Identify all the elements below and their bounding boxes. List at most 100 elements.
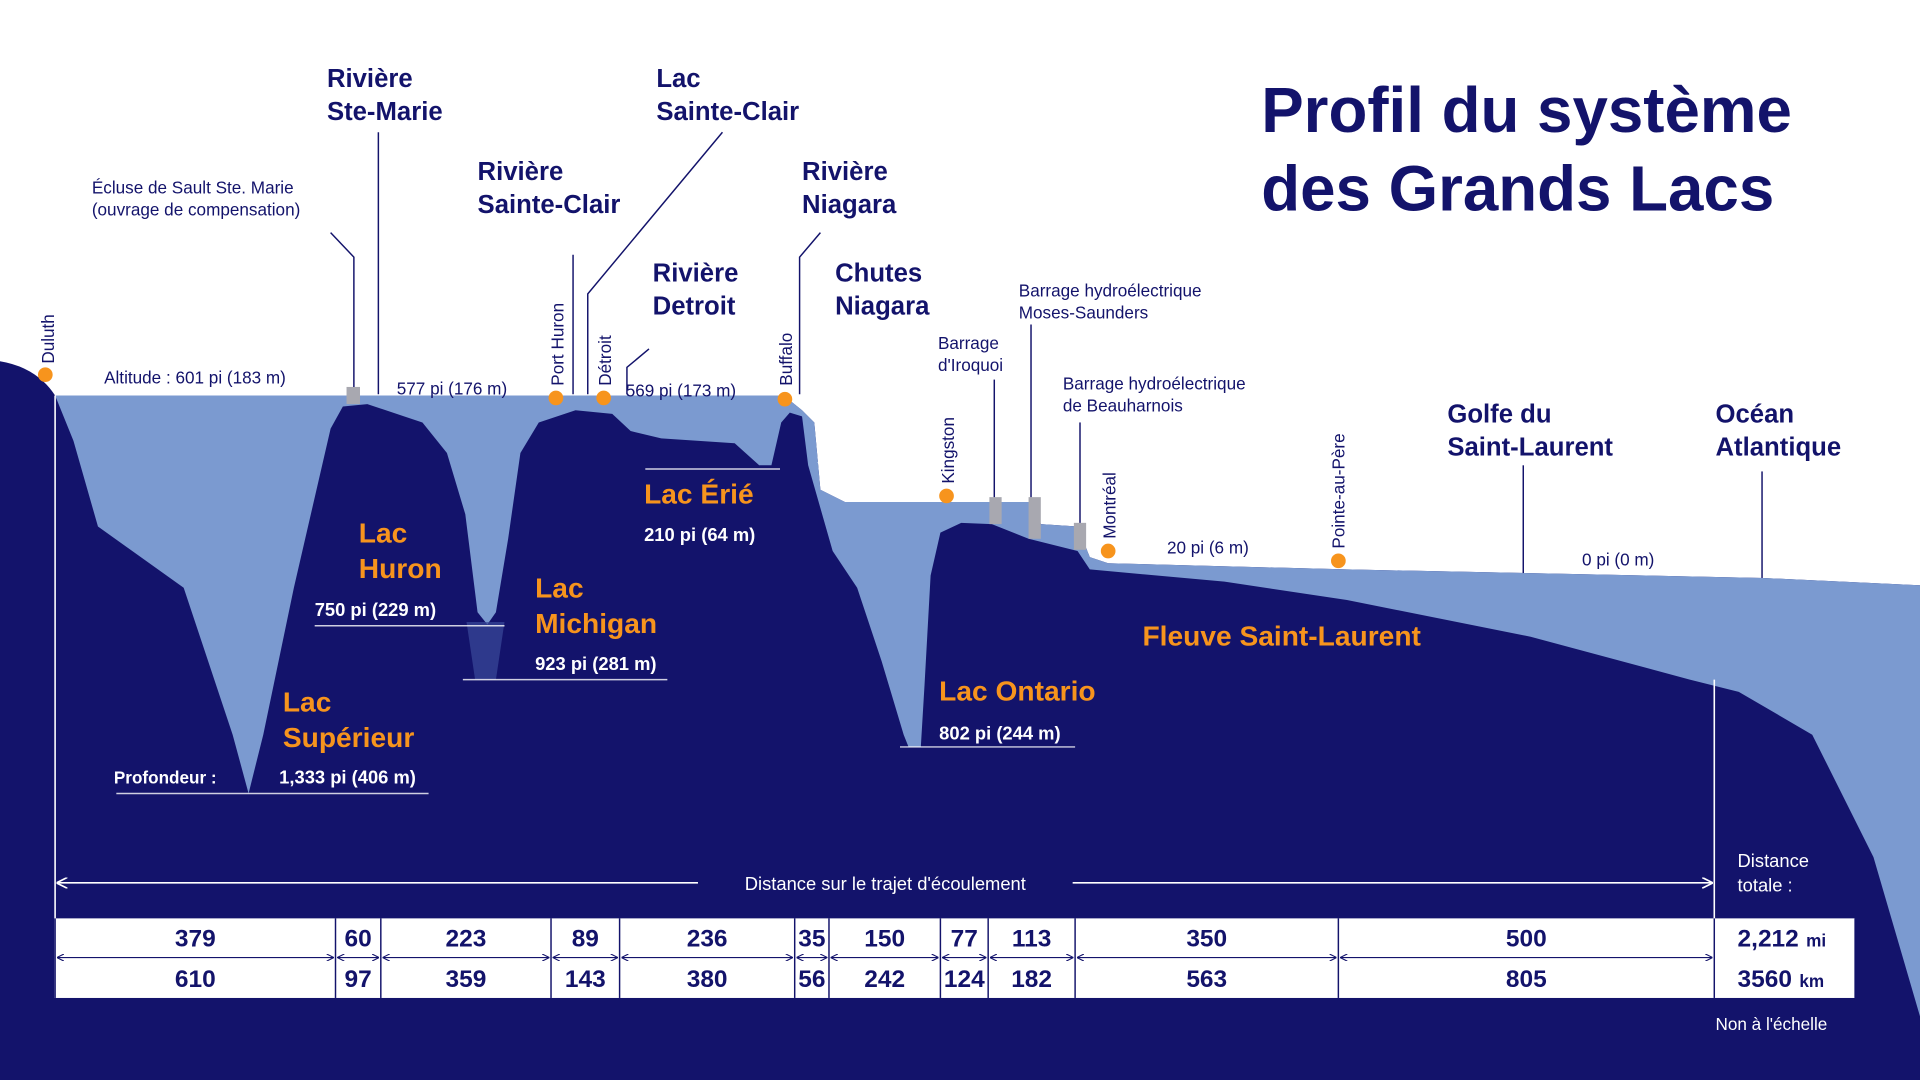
- km-value: 124: [944, 966, 985, 993]
- waterway-label-line: Sainte-Clair: [656, 98, 799, 126]
- waterway-label-line: Golfe du: [1447, 400, 1551, 428]
- place-label: Kingston: [938, 417, 958, 484]
- place-label: Duluth: [38, 314, 58, 364]
- km-value: 56: [798, 966, 825, 993]
- structure-label-line: Barrage hydroélectrique: [1063, 373, 1246, 393]
- waterway-label: Golfe du Saint-Laurent: [1447, 400, 1613, 461]
- unit: km: [1799, 971, 1824, 991]
- waterway-label-line: Rivière: [327, 65, 413, 93]
- lake-name: Lac Érié: [644, 478, 754, 509]
- miles-value: 35: [798, 926, 825, 953]
- waterway-label-line: Sainte-Clair: [478, 191, 621, 219]
- depth-label: Profondeur :: [114, 768, 217, 788]
- altitude-label: 243 pi (74 m): [857, 454, 906, 496]
- waterway-label-line: Lac: [656, 65, 700, 93]
- lake-depth: 210 pi (64 m): [644, 524, 755, 545]
- place-label: Détroit: [595, 335, 615, 386]
- dam: [346, 386, 360, 405]
- place-label: Pointe-au-Père: [1328, 433, 1348, 548]
- altitude-label: 20 pi (6 m): [1167, 537, 1249, 557]
- title-line: des Grands Lacs: [1261, 154, 1774, 225]
- altitude-label: Altitude : 601 pi (183 m): [104, 367, 286, 387]
- waterway-label-line: Rivière: [653, 260, 739, 288]
- waterway-label-line: Saint-Laurent: [1447, 434, 1613, 462]
- lake-name: Fleuve Saint-Laurent: [1142, 620, 1421, 651]
- lake-depth: 923 pi (281 m): [535, 653, 656, 674]
- structure-label-line: (ouvrage de compensation): [92, 200, 300, 220]
- lake-depth: 802 pi (244 m): [939, 723, 1060, 744]
- altitude-label: 0 pi (0 m): [1582, 550, 1654, 570]
- total-label: Distance totale :: [1738, 850, 1815, 895]
- lake-name-line: Michigan: [535, 608, 657, 639]
- title: Profil du système des Grands Lacs: [1261, 75, 1809, 224]
- waterway-label-line: Niagara: [835, 293, 930, 321]
- waterway-label: Océan Atlantique: [1716, 400, 1842, 461]
- miles-value: 77: [951, 926, 978, 953]
- waterway-label: Chutes Niagara: [835, 260, 930, 321]
- miles-value: 150: [864, 926, 905, 953]
- lake-name-line: Lac: [535, 573, 584, 604]
- km-value: 182: [1011, 966, 1052, 993]
- km-value: 380: [687, 966, 728, 993]
- water: [55, 395, 1920, 1017]
- waterway-label-line: Océan: [1716, 400, 1795, 428]
- waterway-label-line: Niagara: [802, 191, 897, 219]
- total-miles: 2,212 mi: [1738, 926, 1827, 953]
- altitude-label: 577 pi (176 m): [397, 378, 507, 398]
- waterway-label: Rivière Detroit: [653, 260, 739, 321]
- note: Non à l'échelle: [1716, 1014, 1828, 1034]
- total-label-line: Distance: [1738, 850, 1809, 871]
- structure-label: Écluse de Sault Ste. Marie (ouvrage de co…: [92, 177, 300, 219]
- waterway-label-line: Rivière: [802, 158, 888, 186]
- distance-cells: 379 610 60 97 223 359 89 143 236 380 35 56 150 242 77 1…: [54, 918, 1856, 998]
- structure-label-line: Barrage: [938, 333, 999, 353]
- km-value: 359: [446, 966, 487, 993]
- miles-value: 350: [1186, 926, 1227, 953]
- waterway-label-line: Chutes: [835, 260, 922, 288]
- km-value: 143: [565, 966, 606, 993]
- miles-value: 223: [446, 926, 487, 953]
- total-value: 2,212: [1738, 926, 1799, 953]
- structure-label: Barrage hydroélectrique Moses-Saunders: [1019, 280, 1202, 322]
- lake-name-line: Lac Ontario: [939, 675, 1095, 706]
- lake-name: Lac Huron: [359, 517, 442, 584]
- structure-label: Barrage hydroélectrique de Beauharnois: [1063, 373, 1246, 415]
- miles-value: 89: [572, 926, 599, 953]
- leaders: [330, 131, 1763, 578]
- place-label: Port Huron: [547, 303, 567, 386]
- altitude-label: 569 pi (173 m): [626, 381, 736, 401]
- structure-label-line: d'Iroquoi: [938, 355, 1003, 375]
- structure-label: Barrage d'Iroquoi: [938, 333, 1003, 375]
- miles-value: 379: [175, 926, 216, 953]
- waterway-label: Rivière Sainte-Clair: [478, 158, 621, 219]
- lake-name-line: Supérieur: [283, 722, 414, 753]
- title-line: Profil du système: [1261, 75, 1792, 146]
- total-km: 3560 km: [1738, 966, 1825, 993]
- dam: [989, 497, 1002, 525]
- lake-depth: 1,333 pi (406 m): [279, 767, 416, 788]
- michigan-deep: [466, 622, 505, 680]
- lake-name: Lac Ontario: [939, 675, 1095, 706]
- km-value: 610: [175, 966, 216, 993]
- waterway-label: Rivière Niagara: [802, 158, 897, 219]
- lake-name-line: Lac: [283, 686, 332, 717]
- place-label: Montréal: [1100, 472, 1120, 539]
- city-dots: [37, 367, 1346, 569]
- waterway-label-line: Ste-Marie: [327, 98, 443, 126]
- altitude-label-line: 20 pi (6 m): [1167, 537, 1249, 557]
- waterway-label-line: Atlantique: [1716, 434, 1842, 462]
- labels: Rivière Ste-Marie Rivière Sainte-Clair Lac Sa…: [92, 65, 1841, 788]
- total-label-line: totale :: [1738, 874, 1793, 895]
- depth-lines: [116, 468, 1076, 795]
- structure-label-line: Barrage hydroélectrique: [1019, 280, 1202, 300]
- km-value: 97: [345, 966, 372, 993]
- lake-name-line: Huron: [359, 553, 442, 584]
- dam: [1028, 497, 1041, 539]
- altitude-label-line: Altitude : 601 pi (183 m): [104, 367, 286, 387]
- waterway-label-line: Detroit: [653, 293, 736, 321]
- miles-value: 236: [687, 926, 728, 953]
- lake-name-line: Lac Érié: [644, 478, 754, 509]
